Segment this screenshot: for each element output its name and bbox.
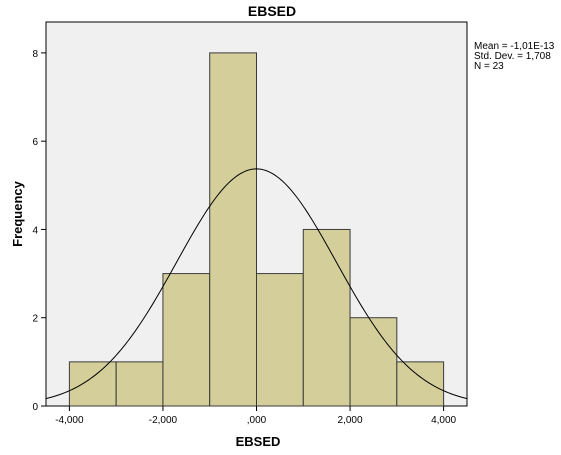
stats-box: Mean = -1,01E-13 Std. Dev. = 1,708 N = 2… <box>474 41 555 72</box>
histogram-bar-7 <box>396 361 445 407</box>
stat-mean: Mean = -1,01E-13 <box>474 41 555 52</box>
histogram-bar-5 <box>302 228 351 407</box>
y-tick-label-2: 4 <box>32 225 38 236</box>
stat-n: N = 23 <box>474 61 504 72</box>
histogram-bar-6 <box>349 317 398 407</box>
stat-std-dev: Std. Dev. = 1,708 <box>474 51 551 62</box>
y-tick-label-1: 2 <box>32 314 38 325</box>
x-tick-label-2: ,000 <box>247 415 267 426</box>
chart-title: EBSED <box>248 3 296 19</box>
x-tick-label-1: -2,000 <box>149 415 178 426</box>
y-tick-label-4: 8 <box>32 49 38 60</box>
histogram-bar-1 <box>115 361 164 407</box>
bars-group <box>68 52 445 407</box>
x-tick-label-4: 4,000 <box>431 415 456 426</box>
histogram-bar-3 <box>209 52 258 407</box>
x-tick-label-0: -4,000 <box>55 415 84 426</box>
histogram-bar-0 <box>68 361 117 407</box>
histogram-bar-2 <box>162 273 211 407</box>
histogram-bar-4 <box>256 273 304 407</box>
y-tick-label-3: 6 <box>32 137 38 148</box>
axes-group: -4,000 -2,000 ,000 2,000 4,000 0 2 4 6 8 <box>32 49 456 426</box>
x-tick-label-3: 2,000 <box>338 415 363 426</box>
y-tick-label-0: 0 <box>32 402 38 413</box>
y-axis-label: Frequency <box>10 180 25 247</box>
x-axis-label: EBSED <box>236 434 281 449</box>
normal-curve <box>45 168 468 400</box>
